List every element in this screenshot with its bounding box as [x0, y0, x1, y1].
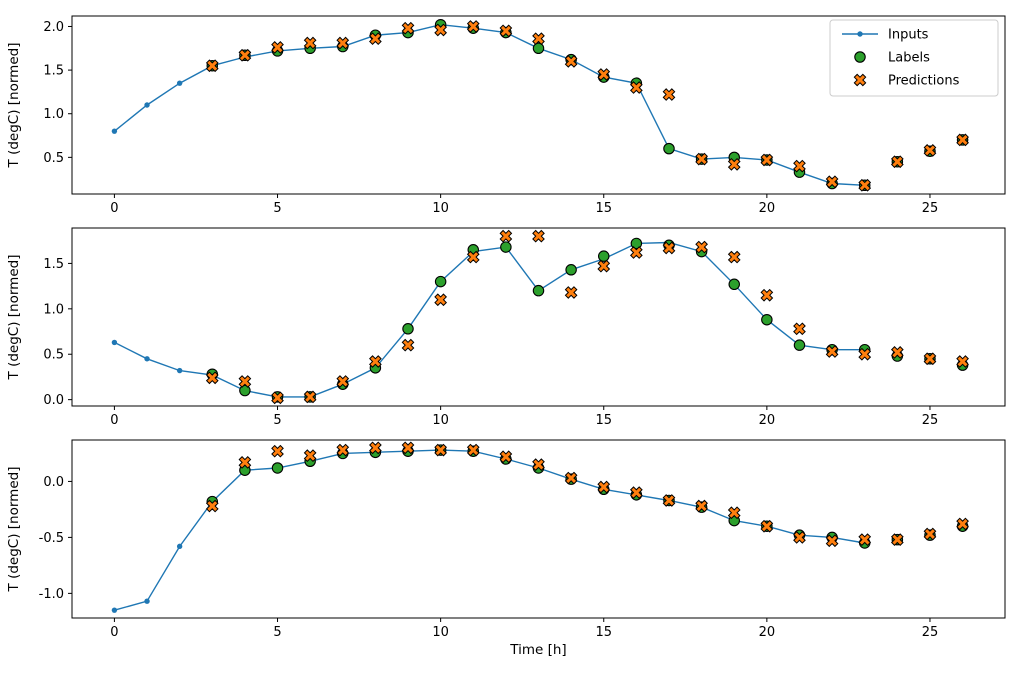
y-axis-label: T (degC) [normed] [6, 255, 22, 381]
svg-text:10: 10 [432, 413, 449, 428]
svg-text:20: 20 [759, 413, 776, 428]
svg-text:0: 0 [110, 201, 118, 216]
x-axis-label: Time [h] [510, 642, 567, 658]
svg-text:5: 5 [273, 201, 281, 216]
svg-text:5: 5 [273, 413, 281, 428]
svg-text:1.5: 1.5 [43, 64, 64, 79]
svg-text:25: 25 [922, 625, 939, 640]
svg-text:5: 5 [273, 625, 281, 640]
svg-text:0.5: 0.5 [43, 151, 64, 166]
y-axis-ticks: -1.0 -0.5 0.0 [39, 475, 72, 602]
svg-text:0.0: 0.0 [43, 393, 64, 408]
svg-text:10: 10 [432, 201, 449, 216]
svg-text:15: 15 [595, 201, 612, 216]
svg-text:1.0: 1.0 [43, 302, 64, 317]
svg-text:0: 0 [110, 413, 118, 428]
y-axis-label: T (degC) [normed] [6, 467, 22, 593]
y-axis-ticks: 0.0 0.5 1.0 1.5 [43, 257, 72, 408]
subplot-bottom: 0 5 10 15 20 25 -1.0 -0.5 0.0 T (degC) [normed] [6, 439, 1006, 640]
svg-text:25: 25 [922, 201, 939, 216]
svg-text:0.5: 0.5 [43, 348, 64, 363]
x-axis-ticks: 0 5 10 15 20 25 [110, 406, 938, 428]
x-axis-ticks: 0 5 10 15 20 25 [110, 194, 938, 216]
legend-label-inputs: Inputs [888, 28, 929, 43]
svg-text:1.0: 1.0 [43, 107, 64, 122]
legend-label-labels: Labels [888, 51, 930, 66]
svg-text:10: 10 [432, 625, 449, 640]
svg-text:20: 20 [759, 625, 776, 640]
predictions-series [205, 229, 969, 405]
svg-text:15: 15 [595, 413, 612, 428]
legend-label-predictions: Predictions [888, 74, 960, 89]
svg-text:25: 25 [922, 413, 939, 428]
predictions-series [205, 441, 969, 548]
svg-text:2.0: 2.0 [43, 20, 64, 35]
svg-text:0: 0 [110, 625, 118, 640]
svg-text:-0.5: -0.5 [39, 531, 64, 546]
predictions-series [205, 20, 969, 192]
axes-frame [71, 227, 1006, 407]
y-axis-ticks: 0.5 1.0 1.5 2.0 [43, 20, 72, 166]
x-axis-ticks: 0 5 10 15 20 25 [110, 618, 938, 640]
svg-text:-1.0: -1.0 [39, 587, 64, 602]
legend: Inputs Labels Predictions [829, 19, 999, 97]
svg-text:20: 20 [759, 201, 776, 216]
subplot-top: 0 5 10 15 20 25 0.5 1.0 1.5 2.0 T (degC) [normed] I… [6, 15, 1006, 216]
svg-text:1.5: 1.5 [43, 257, 64, 272]
svg-text:15: 15 [595, 625, 612, 640]
y-axis-label: T (degC) [normed] [6, 43, 22, 169]
svg-text:0.0: 0.0 [43, 475, 64, 490]
subplot-middle: 0 5 10 15 20 25 0.0 0.5 1.0 1.5 T (degC) [normed] [6, 227, 1006, 428]
